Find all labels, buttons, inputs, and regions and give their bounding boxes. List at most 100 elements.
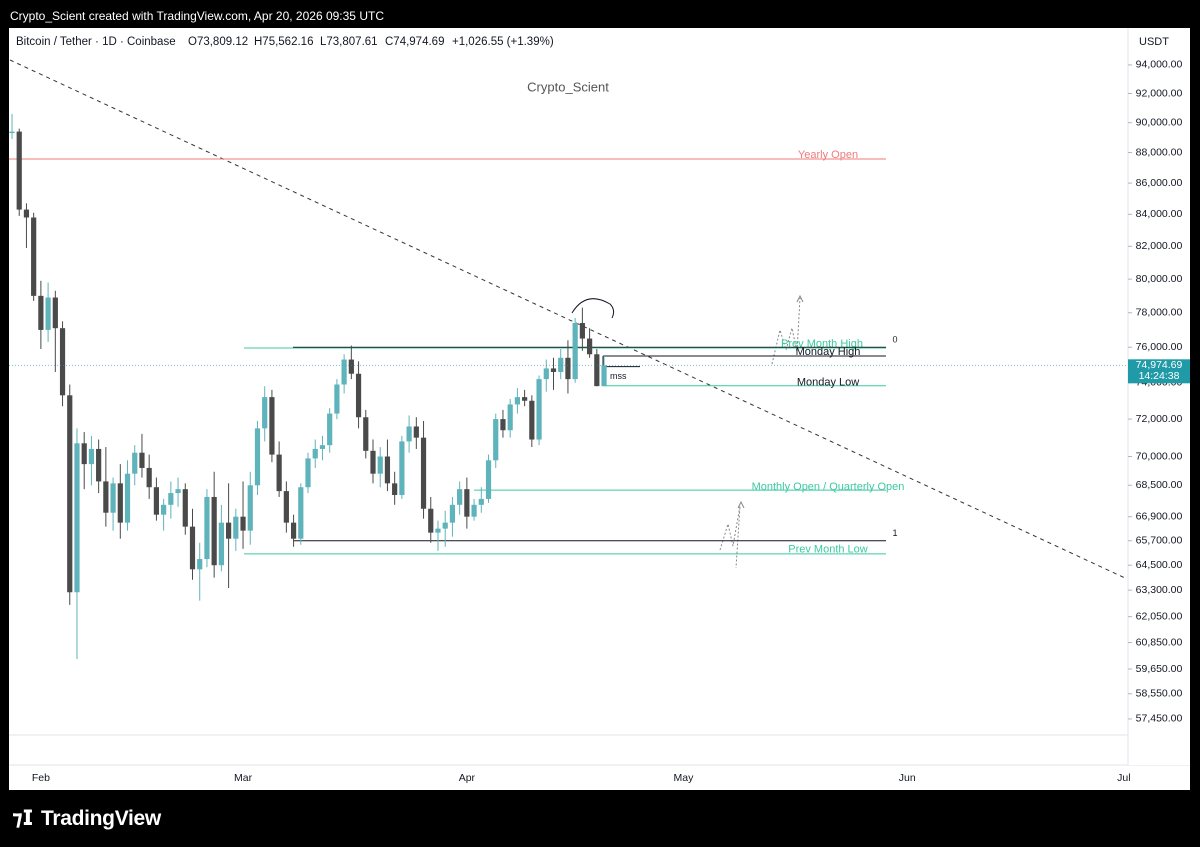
x-tick-label: Apr	[459, 772, 476, 784]
y-tick-label: 66,900.00	[1136, 510, 1183, 522]
candle-body	[16, 131, 22, 210]
candle-body	[529, 400, 535, 440]
candle-body	[45, 297, 51, 330]
y-tick-label: 88,000.00	[1136, 146, 1183, 158]
candle-body	[471, 504, 477, 517]
y-tick-label: 63,300.00	[1136, 584, 1183, 596]
candle-body	[161, 504, 167, 515]
arrow-head	[796, 294, 804, 303]
candle-body	[341, 359, 347, 385]
candle-body	[558, 357, 564, 372]
candle-body	[348, 359, 354, 374]
candle-body	[507, 404, 513, 431]
last-price-badge	[1128, 359, 1190, 384]
ohlc-open: O73,809.12	[188, 36, 248, 48]
price-axis-bg	[1128, 28, 1190, 765]
candle-body	[211, 496, 217, 566]
logo: ⁊𝗜 TradingView	[12, 806, 161, 831]
candle-body	[59, 328, 66, 396]
change: +1,026.55 (+1.39%)	[452, 36, 554, 48]
y-tick-label: 78,000.00	[1136, 307, 1183, 319]
candle-body	[594, 354, 600, 387]
attribution: Crypto_Scient created with TradingView.c…	[10, 9, 384, 23]
candle-body	[355, 373, 362, 418]
level-label: Prev Month Low	[788, 544, 868, 556]
level-label: Yearly Open	[798, 149, 858, 161]
candle-body	[96, 448, 102, 482]
candle-body	[67, 395, 73, 593]
y-tick-label: 65,700.00	[1136, 534, 1183, 546]
candle-body	[81, 443, 87, 465]
y-tick-label: 58,550.00	[1136, 688, 1183, 700]
candle-body	[579, 323, 585, 339]
ohlc-high: H75,562.16	[254, 36, 313, 48]
currency: USDT	[1139, 36, 1169, 48]
trend-line	[9, 59, 1126, 579]
level-label: mss	[610, 371, 627, 381]
arrow-head	[737, 500, 745, 509]
candle-body	[247, 485, 253, 531]
x-tick-label: Feb	[32, 772, 50, 784]
candle-body	[197, 559, 203, 570]
candle-body	[153, 487, 159, 515]
candle-body	[370, 450, 376, 474]
candle-body	[478, 498, 484, 505]
candle-body	[413, 426, 419, 438]
candle-body	[38, 295, 44, 330]
candle-body	[182, 489, 188, 527]
projection-arrow	[771, 297, 801, 365]
candle-body	[146, 467, 152, 488]
candle-body	[254, 428, 261, 486]
candle-body	[334, 384, 340, 414]
x-tick-label: Jul	[1117, 772, 1130, 784]
level-label: Monday High	[796, 346, 861, 358]
candle-body	[283, 491, 289, 523]
candle-body	[305, 458, 311, 488]
candle-body	[384, 456, 391, 484]
candle-body	[175, 489, 181, 494]
watermark: Crypto_Scient	[527, 79, 609, 94]
candle-body	[449, 504, 456, 523]
level-label: Monthly Open / Quarterly Open	[752, 481, 905, 493]
price-axis: USDT 94,000.00 92,000.00 90,000.00 88,000.0…	[1127, 28, 1190, 765]
candle-body	[312, 448, 318, 459]
ohlc-low: L73,807.61	[320, 36, 378, 48]
y-tick-label: 62,050.00	[1136, 610, 1183, 622]
candle-body	[522, 397, 528, 401]
candle-body	[218, 522, 224, 566]
candle-body	[435, 528, 441, 533]
candle-body	[377, 456, 383, 474]
candle-body	[262, 397, 268, 429]
candle-body	[587, 338, 593, 355]
candle-body	[9, 131, 15, 134]
candle-body	[74, 443, 80, 593]
candle-body	[485, 460, 492, 499]
ohlc-close: C74,974.69	[385, 36, 444, 48]
level-label: 1	[892, 528, 897, 538]
candle-body	[420, 437, 427, 509]
candle-body	[572, 323, 578, 380]
candle-body	[52, 297, 58, 329]
candle-body	[226, 522, 232, 539]
candle-body	[327, 413, 333, 446]
x-tick-label: May	[674, 772, 695, 784]
drawing-arc	[571, 298, 615, 319]
level-label: Monday Low	[797, 377, 859, 389]
candle-body	[601, 365, 607, 387]
candle-body	[103, 481, 109, 513]
candle-body	[493, 419, 499, 461]
candle-body	[110, 483, 116, 513]
countdown: 14:24:38	[1139, 370, 1180, 382]
level-label: 0	[892, 335, 897, 345]
y-tick-label: 86,000.00	[1136, 177, 1183, 189]
candle-body	[23, 209, 30, 218]
y-tick-label: 64,500.00	[1136, 559, 1183, 571]
chart-bg	[9, 28, 1190, 790]
candle-body	[240, 516, 246, 531]
y-tick-label: 84,000.00	[1136, 208, 1183, 220]
y-tick-label: 82,000.00	[1136, 240, 1183, 252]
candle-body	[464, 489, 470, 517]
x-tick-label: Mar	[234, 772, 253, 784]
